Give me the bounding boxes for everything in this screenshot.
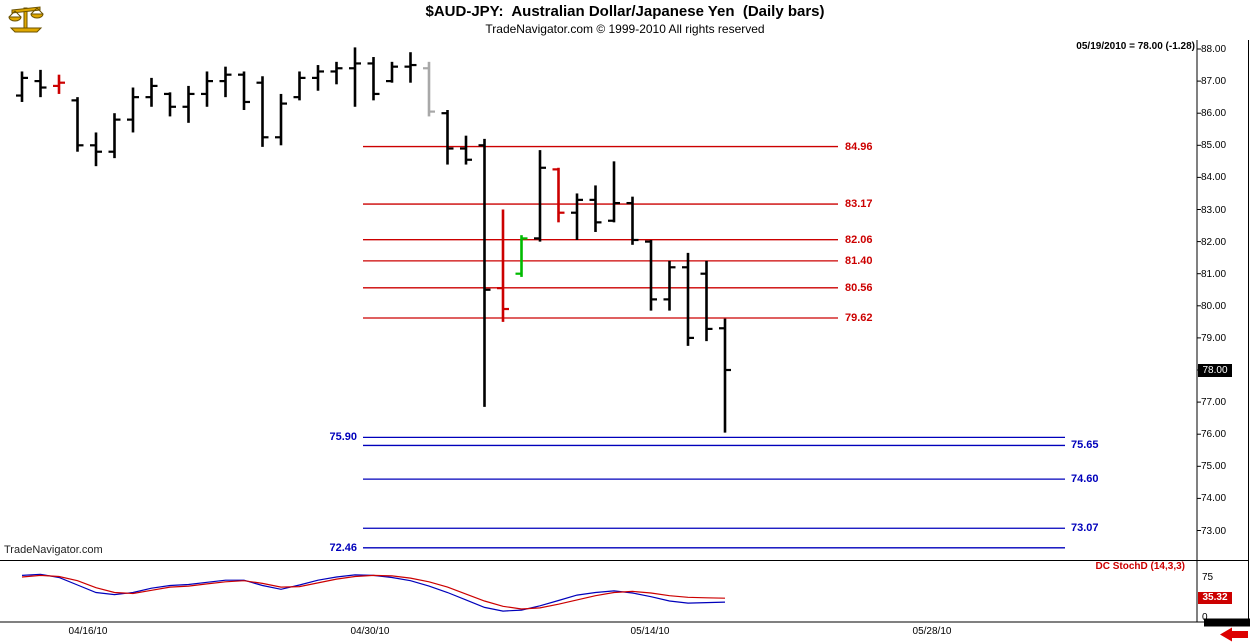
resistance-level-label: 80.56: [845, 281, 873, 294]
price-axis-label: 85.00: [1201, 140, 1227, 152]
price-axis-label: 79.00: [1201, 332, 1227, 344]
resistance-level-label: 79.62: [845, 311, 873, 324]
stoch-value-flag: 35.32: [1198, 592, 1232, 605]
indicator-scale-label: 0: [1202, 612, 1208, 623]
price-axis-label: 74.00: [1201, 493, 1227, 505]
resistance-level-label: 81.40: [845, 254, 873, 267]
date-axis-label: 05/28/10: [912, 626, 952, 637]
resistance-level-label: 82.06: [845, 233, 873, 246]
chart-title: $AUD-JPY: Australian Dollar/Japanese Yen…: [425, 3, 825, 20]
price-axis-label: 87.00: [1201, 76, 1227, 88]
scroll-left-arrow-icon[interactable]: [1220, 627, 1248, 642]
price-axis-label: 86.00: [1201, 108, 1227, 120]
price-axis-label: 77.00: [1201, 397, 1227, 409]
price-axis-label: 88.00: [1201, 44, 1227, 55]
price-axis-label: 80.00: [1201, 300, 1227, 312]
indicator-label: DC StochD (14,3,3): [1095, 561, 1185, 572]
date-axis-label: 04/30/10: [350, 626, 390, 637]
price-axis-label: 81.00: [1201, 268, 1227, 280]
support-level-label: 72.46: [329, 541, 357, 554]
axis-corner-bar: [1204, 618, 1250, 627]
indicator-scale-label: 75: [1202, 572, 1214, 583]
last-price-flag: 78.00: [1198, 363, 1232, 377]
support-level-label: 74.60: [1071, 473, 1099, 486]
price-axis-label: 82.00: [1201, 236, 1227, 248]
support-level-label: 75.65: [1071, 439, 1099, 452]
price-axis-label: 75.00: [1201, 461, 1227, 473]
price-axis-label: 83.00: [1201, 204, 1227, 216]
last-quote-label: 05/19/2010 = 78.00 (-1.28): [1076, 41, 1195, 52]
date-axis-label: 05/14/10: [630, 626, 670, 637]
price-axis-label: 76.00: [1201, 429, 1227, 441]
support-level-label: 75.90: [329, 431, 357, 444]
date-axis-label: 04/16/10: [68, 626, 108, 637]
support-level-label: 73.07: [1071, 522, 1099, 535]
watermark: TradeNavigator.com: [4, 544, 103, 556]
resistance-level-label: 83.17: [845, 198, 873, 211]
stochd-line: [21, 574, 726, 610]
price-axis-label: 73.00: [1201, 525, 1227, 537]
price-axis-label: 84.00: [1201, 172, 1227, 184]
balance-scale-icon: [8, 6, 44, 33]
resistance-level-label: 84.96: [845, 140, 873, 153]
tradenavigator-logo: [6, 2, 46, 34]
chart-subtitle: TradeNavigator.com © 1999-2010 All right…: [485, 22, 765, 36]
